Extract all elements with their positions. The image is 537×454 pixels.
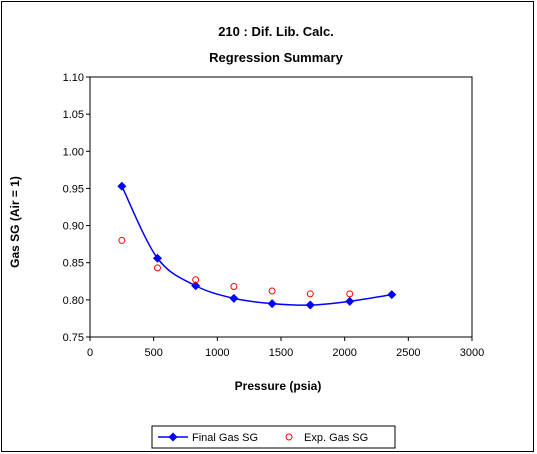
x-axis-label: Pressure (psia) xyxy=(235,379,322,393)
chart-subtitle: Regression Summary xyxy=(209,50,343,65)
legend: Final Gas SG Exp. Gas SG xyxy=(151,425,396,449)
y-axis-ticks: 0.75 0.80 0.85 0.90 0.95 1.00 1.05 1.10 xyxy=(63,72,90,344)
y-tick-label: 0.75 xyxy=(63,332,84,344)
legend-marker-final-gas-sg xyxy=(168,432,178,442)
chart-title: 210 : Dif. Lib. Calc. xyxy=(218,24,334,39)
legend-label-final-gas-sg: Final Gas SG xyxy=(192,432,258,444)
y-axis-label: Gas SG (Air = 1) xyxy=(8,176,22,268)
y-tick-label: 0.95 xyxy=(63,183,84,195)
data-point-final-gas-sg xyxy=(387,290,397,300)
data-point-final-gas-sg xyxy=(191,281,201,291)
data-point-final-gas-sg xyxy=(117,181,127,191)
legend-marker-exp-gas-sg xyxy=(285,433,293,441)
data-point-final-gas-sg xyxy=(229,293,239,303)
x-tick-label: 2000 xyxy=(332,347,356,359)
x-axis-ticks: 0 500 1000 1500 2000 2500 3000 xyxy=(87,337,484,359)
series-layer xyxy=(117,181,397,310)
data-point-exp-gas-sg xyxy=(192,276,200,284)
y-tick-label: 1.00 xyxy=(63,146,84,158)
x-tick-label: 1500 xyxy=(269,347,293,359)
data-point-final-gas-sg xyxy=(267,299,277,309)
data-point-exp-gas-sg xyxy=(153,264,161,272)
data-point-exp-gas-sg xyxy=(230,282,238,290)
data-point-exp-gas-sg xyxy=(306,290,314,298)
legend-label-exp-gas-sg: Exp. Gas SG xyxy=(304,432,368,444)
y-tick-label: 0.80 xyxy=(63,295,84,307)
data-point-final-gas-sg xyxy=(345,296,355,306)
x-tick-label: 2500 xyxy=(396,347,420,359)
y-tick-label: 0.90 xyxy=(63,221,84,233)
data-point-exp-gas-sg xyxy=(346,290,354,298)
data-point-exp-gas-sg xyxy=(268,287,276,295)
y-tick-label: 1.10 xyxy=(63,72,84,84)
legend-box xyxy=(151,425,396,449)
x-tick-label: 500 xyxy=(144,347,162,359)
data-point-final-gas-sg xyxy=(152,253,162,263)
y-tick-label: 1.05 xyxy=(63,109,84,121)
data-point-final-gas-sg xyxy=(305,300,315,310)
y-tick-label: 0.85 xyxy=(63,258,84,270)
x-tick-label: 1000 xyxy=(205,347,229,359)
series-line-final-gas-sg xyxy=(121,185,392,306)
x-tick-label: 0 xyxy=(87,347,93,359)
plot-border xyxy=(89,76,473,338)
plot-area xyxy=(89,76,473,338)
x-tick-label: 3000 xyxy=(460,347,484,359)
data-point-exp-gas-sg xyxy=(118,236,126,244)
